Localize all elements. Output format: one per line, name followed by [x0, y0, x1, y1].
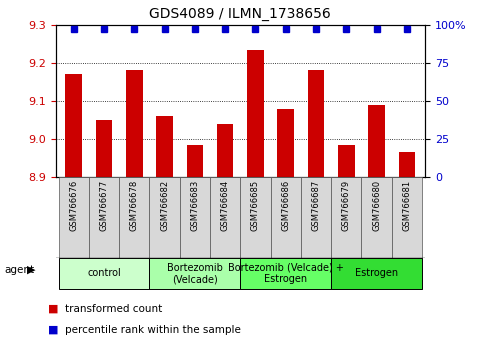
Text: ■: ■	[48, 304, 59, 314]
Text: GSM766683: GSM766683	[190, 179, 199, 231]
Text: Bortezomib (Velcade) +
Estrogen: Bortezomib (Velcade) + Estrogen	[228, 263, 344, 284]
Bar	[368, 105, 385, 177]
Bar	[361, 177, 392, 258]
Bar	[156, 116, 173, 177]
Bar	[331, 258, 422, 289]
Text: GSM766684: GSM766684	[221, 179, 229, 230]
Bar	[58, 258, 149, 289]
Text: GSM766680: GSM766680	[372, 179, 381, 230]
Text: GSM766678: GSM766678	[130, 179, 139, 231]
Bar	[241, 258, 331, 289]
Text: control: control	[87, 268, 121, 279]
Bar	[338, 145, 355, 177]
Bar	[186, 145, 203, 177]
Text: Estrogen: Estrogen	[355, 268, 398, 279]
Text: GSM766682: GSM766682	[160, 179, 169, 230]
Text: GSM766679: GSM766679	[342, 179, 351, 230]
Bar	[247, 50, 264, 177]
Bar	[398, 152, 415, 177]
Text: percentile rank within the sample: percentile rank within the sample	[65, 325, 241, 335]
Title: GDS4089 / ILMN_1738656: GDS4089 / ILMN_1738656	[149, 7, 331, 21]
Bar	[149, 258, 241, 289]
Bar	[301, 177, 331, 258]
Text: Bortezomib
(Velcade): Bortezomib (Velcade)	[167, 263, 223, 284]
Bar	[89, 177, 119, 258]
Text: GSM766685: GSM766685	[251, 179, 260, 230]
Bar	[241, 177, 270, 258]
Text: agent: agent	[5, 265, 35, 275]
Bar	[217, 124, 233, 177]
Bar	[277, 109, 294, 177]
Bar	[126, 70, 142, 177]
Text: GSM766677: GSM766677	[99, 179, 109, 231]
Text: transformed count: transformed count	[65, 304, 162, 314]
Text: GSM766687: GSM766687	[312, 179, 321, 231]
Bar	[96, 120, 113, 177]
Text: GSM766681: GSM766681	[402, 179, 412, 230]
Bar	[210, 177, 241, 258]
Text: GSM766676: GSM766676	[69, 179, 78, 231]
Bar	[392, 177, 422, 258]
Bar	[149, 177, 180, 258]
Text: ■: ■	[48, 325, 59, 335]
Bar	[180, 177, 210, 258]
Text: GSM766686: GSM766686	[281, 179, 290, 231]
Text: ▶: ▶	[27, 265, 36, 275]
Bar	[58, 177, 89, 258]
Bar	[331, 177, 361, 258]
Bar	[65, 74, 82, 177]
Bar	[119, 177, 149, 258]
Bar	[270, 177, 301, 258]
Bar	[308, 70, 325, 177]
